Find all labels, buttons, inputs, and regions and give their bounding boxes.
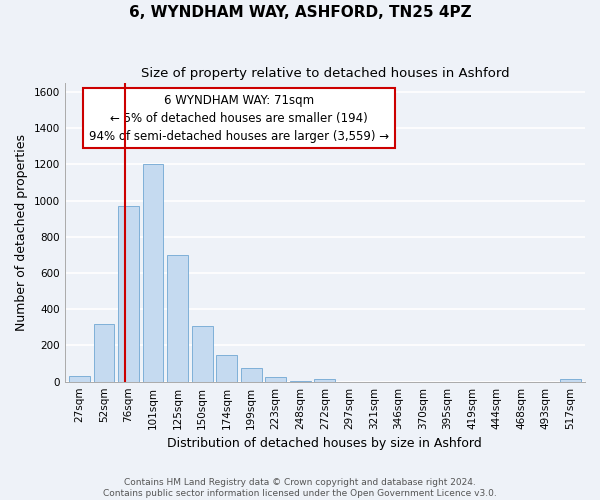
Text: 6 WYNDHAM WAY: 71sqm
← 5% of detached houses are smaller (194)
94% of semi-detac: 6 WYNDHAM WAY: 71sqm ← 5% of detached ho…	[89, 94, 389, 142]
Bar	[69, 376, 90, 382]
Y-axis label: Number of detached properties: Number of detached properties	[15, 134, 28, 331]
Bar	[560, 379, 581, 382]
Bar	[143, 164, 163, 382]
Text: 6, WYNDHAM WAY, ASHFORD, TN25 4PZ: 6, WYNDHAM WAY, ASHFORD, TN25 4PZ	[128, 5, 472, 20]
Title: Size of property relative to detached houses in Ashford: Size of property relative to detached ho…	[140, 68, 509, 80]
Bar	[167, 255, 188, 382]
Bar	[265, 377, 286, 382]
X-axis label: Distribution of detached houses by size in Ashford: Distribution of detached houses by size …	[167, 437, 482, 450]
Bar	[314, 379, 335, 382]
Bar	[290, 381, 311, 382]
Bar	[191, 326, 212, 382]
Bar	[94, 324, 115, 382]
Bar	[118, 206, 139, 382]
Bar	[241, 368, 262, 382]
Text: Contains HM Land Registry data © Crown copyright and database right 2024.
Contai: Contains HM Land Registry data © Crown c…	[103, 478, 497, 498]
Bar	[216, 354, 237, 382]
